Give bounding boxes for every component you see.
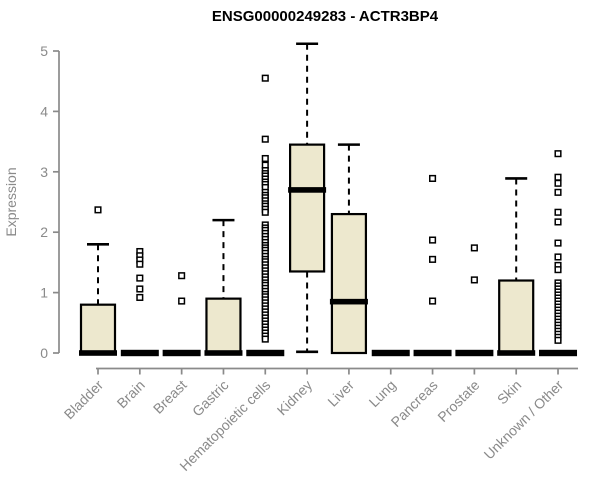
x-tick-label-brain: Brain xyxy=(114,377,148,411)
x-tick-label-lung: Lung xyxy=(366,377,399,410)
y-tick-label-1: 1 xyxy=(40,285,48,301)
box-kidney xyxy=(289,143,326,273)
collapsed-box-prostate xyxy=(455,349,494,357)
outlier-brain-4 xyxy=(136,274,144,282)
x-tick-label-kidney: Kidney xyxy=(274,377,316,419)
outlier-hematopoietic-cells-2 xyxy=(261,154,269,163)
outlier-unknown-other-9 xyxy=(554,266,562,274)
outlier-pancreas-2 xyxy=(429,255,437,263)
outlier-hematopoietic-cells-0 xyxy=(261,74,269,82)
y-tick-label-4: 4 xyxy=(40,103,48,119)
outlier-unknown-other-0 xyxy=(554,150,562,158)
x-tick-label-liver: Liver xyxy=(324,377,357,410)
y-axis-label: Expression xyxy=(3,167,19,236)
outlier-unknown-other-7 xyxy=(554,253,562,261)
median-skin xyxy=(497,350,536,356)
outlier-unknown-other-3 xyxy=(554,188,562,196)
outlier-brain-3 xyxy=(136,260,144,268)
collapsed-box-breast xyxy=(162,349,201,357)
outlier-brain-6 xyxy=(136,293,144,301)
median-bladder xyxy=(79,350,117,356)
outlier-hematopoietic-cells-58 xyxy=(261,335,269,343)
collapsed-box-pancreas xyxy=(413,349,452,357)
outlier-breast-1 xyxy=(178,297,186,305)
x-tick-label-bladder: Bladder xyxy=(61,377,107,423)
outlier-unknown-other-29 xyxy=(554,336,562,344)
outlier-breast-0 xyxy=(178,272,186,280)
outlier-pancreas-1 xyxy=(429,236,437,244)
median-kidney xyxy=(288,187,327,193)
outlier-brain-5 xyxy=(136,285,144,293)
outlier-unknown-other-5 xyxy=(554,218,562,226)
y-tick-label-3: 3 xyxy=(40,164,48,180)
collapsed-box-hematopoietic-cells xyxy=(246,349,285,357)
x-tick-label-skin: Skin xyxy=(494,377,525,408)
outlier-unknown-other-2 xyxy=(554,179,562,187)
box-gastric xyxy=(205,297,242,355)
y-tick-label-2: 2 xyxy=(40,224,48,240)
x-tick-label-breast: Breast xyxy=(150,377,190,417)
x-tick-label-unknown-other: Unknown / Other xyxy=(481,377,567,463)
box-liver xyxy=(330,212,368,355)
box-skin xyxy=(498,279,535,355)
median-gastric xyxy=(204,350,243,356)
outlier-hematopoietic-cells-18 xyxy=(261,208,269,216)
outlier-pancreas-3 xyxy=(429,297,437,305)
outlier-unknown-other-4 xyxy=(554,208,562,216)
outlier-prostate-1 xyxy=(470,276,478,284)
outlier-prostate-0 xyxy=(470,244,478,252)
outlier-pancreas-0 xyxy=(429,174,437,182)
y-tick-label-0: 0 xyxy=(40,345,48,361)
x-tick-label-prostate: Prostate xyxy=(434,377,482,425)
outlier-unknown-other-6 xyxy=(554,239,562,247)
collapsed-box-lung xyxy=(371,349,410,357)
outlier-hematopoietic-cells-1 xyxy=(261,135,269,143)
y-tick-label-5: 5 xyxy=(40,43,48,59)
outlier-unknown-other-1 xyxy=(554,173,562,181)
chart-title: ENSG00000249283 - ACTR3BP4 xyxy=(212,8,439,25)
box-bladder xyxy=(79,303,117,355)
outlier-bladder-0 xyxy=(94,206,102,214)
median-liver xyxy=(329,298,368,305)
collapsed-box-brain xyxy=(120,349,159,357)
collapsed-box-unknown-other xyxy=(539,349,578,357)
